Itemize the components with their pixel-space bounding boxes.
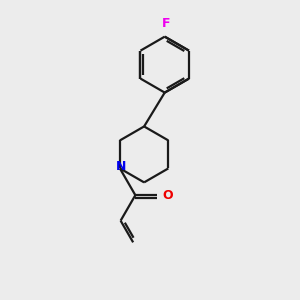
Text: O: O xyxy=(163,189,173,202)
Text: F: F xyxy=(162,17,170,30)
Text: N: N xyxy=(116,160,127,173)
